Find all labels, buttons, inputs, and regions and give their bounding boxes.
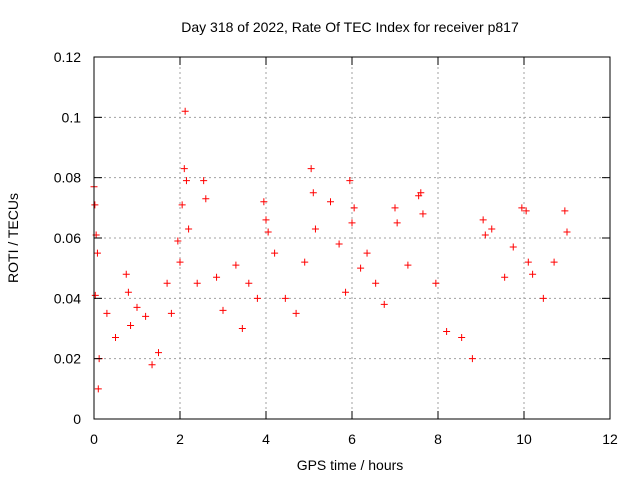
data-point: [142, 312, 150, 320]
x-tick-label: 10: [516, 431, 532, 447]
data-point: [363, 249, 371, 257]
y-tick-label: 0: [73, 411, 81, 427]
data-point: [262, 216, 270, 224]
data-point: [232, 261, 240, 269]
data-point: [468, 355, 476, 363]
data-point: [112, 334, 119, 342]
x-tick-label: 2: [176, 431, 184, 447]
data-point: [91, 201, 99, 209]
data-point: [155, 349, 162, 357]
grid-layer: [94, 57, 610, 419]
data-points: [90, 107, 571, 393]
y-axis-label: ROTI / TECUs: [5, 193, 21, 283]
data-point: [335, 240, 343, 248]
data-point: [346, 177, 354, 185]
data-point: [529, 270, 537, 278]
y-tick-label: 0.12: [54, 49, 81, 65]
x-tick-label: 8: [434, 431, 442, 447]
data-point: [419, 210, 427, 218]
data-point: [404, 261, 412, 269]
data-point: [380, 300, 388, 308]
data-point: [524, 258, 532, 266]
data-point: [432, 279, 440, 287]
y-tick-label: 0.02: [54, 351, 81, 367]
data-point: [292, 309, 300, 317]
data-point: [122, 270, 130, 278]
y-tick-label: 0.1: [62, 109, 82, 125]
data-point: [539, 294, 547, 302]
x-tick-label: 6: [348, 431, 356, 447]
x-tick-labels: 0 2 4 6 8 10 12: [90, 431, 618, 447]
data-point: [124, 288, 132, 296]
data-point: [193, 279, 201, 287]
tick-marks: [93, 56, 611, 420]
data-point: [185, 225, 193, 233]
data-point: [479, 216, 487, 224]
data-point: [348, 219, 356, 227]
y-tick-label: 0.08: [54, 170, 81, 186]
data-point: [350, 204, 358, 212]
data-point: [148, 361, 156, 369]
data-point: [417, 189, 425, 197]
data-point: [94, 385, 102, 393]
data-point: [133, 303, 141, 311]
data-point: [509, 243, 517, 251]
data-point: [393, 219, 401, 227]
y-tick-labels: 0 0.02 0.04 0.06 0.08 0.1 0.12: [54, 49, 81, 427]
chart-title: Day 318 of 2022, Rate Of TEC Index for r…: [181, 19, 519, 35]
y-tick-label: 0.04: [54, 290, 81, 306]
data-point: [91, 291, 99, 299]
data-point: [281, 294, 289, 302]
data-point: [245, 279, 253, 287]
data-point: [174, 237, 182, 245]
data-point: [213, 273, 221, 281]
data-point: [163, 279, 171, 287]
data-point: [357, 264, 365, 272]
data-point: [219, 306, 227, 314]
data-point: [180, 165, 188, 173]
data-point: [550, 258, 558, 266]
data-point: [307, 165, 315, 173]
data-point: [264, 228, 272, 236]
y-tick-label: 0.06: [54, 230, 81, 246]
data-point: [260, 198, 268, 206]
data-point: [181, 107, 189, 115]
data-point: [200, 177, 208, 185]
data-point: [103, 309, 111, 317]
x-tick-label: 4: [262, 431, 270, 447]
x-tick-label: 12: [602, 431, 618, 447]
data-point: [253, 294, 261, 302]
data-point: [176, 258, 184, 266]
data-point: [501, 273, 509, 281]
x-tick-label: 0: [90, 431, 98, 447]
data-point: [518, 204, 526, 212]
data-point: [182, 177, 190, 185]
data-point: [311, 225, 319, 233]
data-point: [481, 231, 489, 239]
data-point: [127, 321, 135, 329]
data-point: [522, 207, 530, 215]
data-point: [167, 309, 175, 317]
data-point: [458, 334, 466, 342]
data-point: [93, 249, 101, 257]
data-point: [271, 249, 279, 257]
data-point: [391, 204, 399, 212]
data-point: [561, 207, 569, 215]
x-axis-label: GPS time / hours: [297, 457, 404, 473]
data-point: [342, 288, 350, 296]
data-point: [178, 201, 186, 209]
data-point: [327, 198, 334, 206]
data-point: [301, 258, 309, 266]
data-point: [309, 189, 317, 197]
data-point: [202, 195, 210, 203]
data-point: [563, 228, 571, 236]
data-point: [488, 225, 496, 233]
data-point: [372, 279, 380, 287]
data-point: [443, 328, 451, 336]
data-point: [238, 325, 246, 332]
